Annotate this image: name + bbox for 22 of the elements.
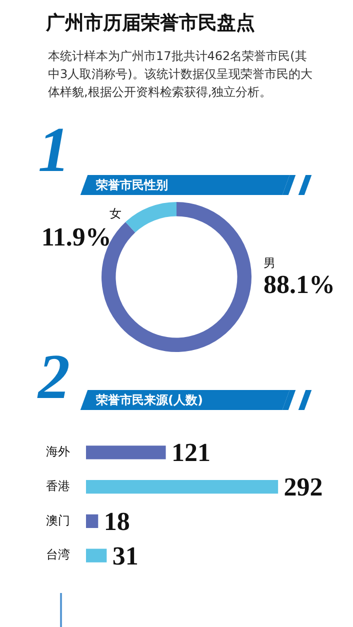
y-tick-label: 海外 <box>46 444 70 459</box>
data-label: 11.9% <box>41 222 112 252</box>
slice-label: 男 <box>264 256 276 270</box>
bar <box>86 446 166 460</box>
y-tick-label: 澳门 <box>46 513 70 528</box>
text: 1 <box>38 114 70 185</box>
bar <box>86 548 107 562</box>
slice-label: 女 <box>109 206 122 221</box>
data-label: 88.1% <box>264 270 335 299</box>
data-label: 121 <box>171 438 210 468</box>
chart-subtitle: 本统计样本为广州市17批共计462名荣誉市民(其中3人取消称号)。该统计数据仅呈现荣誉市民的大体样貌,根据公开资料检索获得,独立分析。 <box>48 48 314 101</box>
data-label: 18 <box>104 506 130 536</box>
y-tick-label: 香港 <box>46 478 70 493</box>
bar <box>86 480 278 494</box>
y-tick-label: 台湾 <box>46 548 70 562</box>
text: 2 <box>38 341 70 412</box>
bar <box>86 514 98 528</box>
data-label: 31 <box>112 541 138 570</box>
x-axis-title: 荣誉市民来源(人数) <box>96 392 203 409</box>
data-label: 292 <box>284 472 323 502</box>
text: 荣誉市民性别 <box>96 177 168 194</box>
chart-title: 广州市历届荣誉市民盘点 <box>46 11 255 36</box>
